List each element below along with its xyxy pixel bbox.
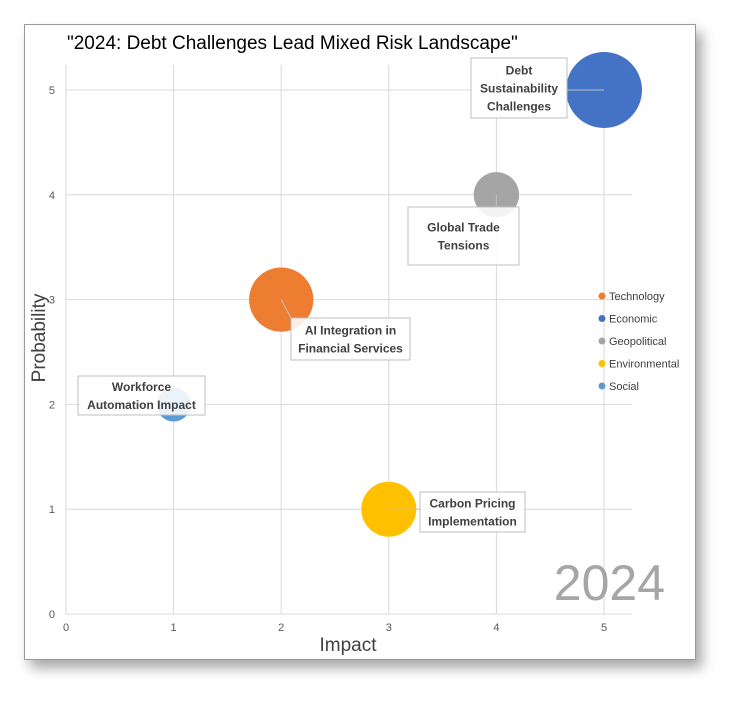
y-tick-label: 0: [49, 609, 55, 621]
y-tick-label: 4: [49, 190, 55, 202]
data-label-technology: AI Integration in Financial Services: [298, 324, 403, 356]
x-tick-label: 1: [171, 622, 177, 634]
data-label-box: [470, 57, 568, 119]
y-axis-label: Probability: [29, 293, 50, 382]
legend-marker: [598, 360, 606, 367]
legend: Technology Economic Geopolitical Environmen…: [598, 291, 680, 393]
leader-line: [280, 299, 292, 319]
data-label-box: [290, 317, 411, 361]
legend-label: Geopolitical: [609, 336, 666, 348]
chart-title: "2024: Debt Challenges Lead Mixed Risk L…: [67, 33, 518, 54]
x-axis-label: Impact: [319, 635, 377, 656]
data-label-social: Workforce Automation Impact: [87, 380, 196, 412]
data-labels: AI Integration in Financial Services Debt S…: [77, 57, 604, 533]
x-tick-label: 4: [493, 622, 499, 634]
legend-entry-geopolitical[interactable]: Geopolitical: [598, 336, 667, 348]
legend-label: Technology: [609, 291, 665, 303]
legend-entry-economic[interactable]: Economic: [598, 314, 658, 326]
x-tick-label: 0: [63, 622, 69, 634]
bubble-chart: "2024: Debt Challenges Lead Mixed Risk L…: [29, 33, 680, 656]
legend-entry-environmental[interactable]: Environmental: [598, 359, 680, 371]
legend-marker: [598, 337, 606, 345]
data-label-box: [419, 491, 526, 533]
x-tick-label: 5: [601, 622, 607, 634]
legend-label: Environmental: [609, 359, 679, 371]
legend-entry-technology[interactable]: Technology: [598, 291, 666, 303]
data-label-environmental: Carbon Pricing Implementation: [428, 497, 517, 529]
data-label-economic: Debt Sustainability Challenges: [480, 64, 558, 114]
tick-labels: 0 1 2 3 4 5 0 1 2 3 4 5: [49, 85, 607, 634]
year-watermark: 2024: [554, 555, 665, 611]
data-label-box: [77, 375, 206, 416]
y-tick-label: 2: [49, 399, 55, 411]
y-tick-label: 1: [49, 504, 55, 516]
y-tick-label: 5: [49, 85, 55, 97]
x-tick-label: 3: [386, 622, 392, 634]
bubbles: [156, 52, 642, 537]
legend-label: Economic: [609, 314, 658, 326]
x-tick-label: 2: [278, 622, 284, 634]
legend-entry-social[interactable]: Social: [598, 381, 639, 393]
data-label-box: [407, 206, 520, 266]
legend-marker: [598, 292, 606, 300]
chart-frame: "2024: Debt Challenges Lead Mixed Risk L…: [24, 24, 696, 660]
y-tick-label: 3: [49, 295, 55, 307]
legend-label: Social: [609, 381, 639, 393]
legend-marker: [598, 315, 606, 322]
legend-marker: [598, 382, 606, 390]
data-label-geopolitical: Global Trade Tensions: [427, 221, 500, 253]
